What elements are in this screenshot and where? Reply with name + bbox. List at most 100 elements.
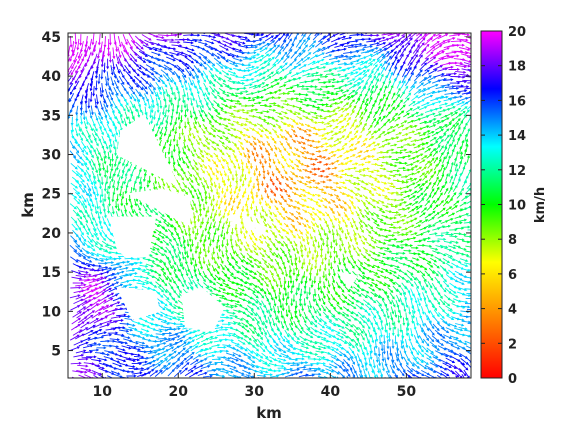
vector-arrow bbox=[219, 256, 224, 264]
vector-arrow bbox=[225, 217, 229, 225]
vector-arrow bbox=[104, 312, 116, 318]
vector-arrow bbox=[141, 34, 152, 41]
vector-arrow bbox=[92, 323, 103, 329]
vector-arrow bbox=[149, 82, 156, 91]
vector-arrow bbox=[81, 50, 87, 62]
vector-arrow bbox=[207, 259, 211, 267]
vector-arrow bbox=[107, 38, 110, 51]
vector-arrow bbox=[94, 98, 98, 109]
vector-arrow bbox=[144, 79, 152, 88]
vector-arrow bbox=[202, 270, 207, 279]
vector-arrow bbox=[107, 365, 117, 370]
vector-arrow bbox=[203, 135, 209, 141]
vector-arrow bbox=[76, 212, 83, 220]
vector-arrow bbox=[157, 112, 161, 121]
vector-arrow bbox=[189, 164, 195, 171]
vector-arrow bbox=[214, 74, 222, 81]
vector-arrow bbox=[163, 221, 170, 227]
vector-arrow bbox=[112, 59, 116, 70]
vector-arrow bbox=[73, 51, 79, 63]
vector-arrow bbox=[96, 227, 102, 236]
vector-arrow bbox=[149, 94, 155, 104]
y-tick-label: 30 bbox=[42, 148, 62, 164]
vector-arrow bbox=[229, 235, 233, 243]
vector-arrow bbox=[215, 200, 219, 207]
vector-arrow bbox=[180, 104, 184, 114]
vector-arrow bbox=[156, 238, 164, 244]
vector-arrow bbox=[133, 209, 138, 217]
vector-arrow bbox=[106, 186, 110, 195]
vector-arrow bbox=[221, 356, 231, 360]
vector-arrow bbox=[157, 304, 166, 311]
vector-arrow bbox=[246, 257, 253, 264]
vector-arrow bbox=[106, 58, 110, 70]
vector-arrow bbox=[215, 367, 226, 371]
vector-arrow bbox=[193, 264, 197, 273]
vector-arrow bbox=[99, 153, 104, 162]
vector-arrow bbox=[154, 176, 158, 185]
vector-arrow bbox=[245, 134, 251, 139]
vector-arrow bbox=[246, 210, 250, 218]
vector-arrow bbox=[103, 193, 107, 203]
vector-arrow bbox=[176, 335, 186, 341]
vector-arrow bbox=[251, 297, 259, 304]
vector-arrow bbox=[198, 162, 203, 168]
vector-arrow bbox=[128, 86, 136, 95]
vector-arrow bbox=[212, 215, 216, 223]
vector-arrow bbox=[182, 241, 187, 250]
vector-arrow bbox=[205, 156, 211, 162]
vector-arrow bbox=[240, 90, 249, 93]
vector-arrow bbox=[86, 235, 93, 243]
vector-arrow bbox=[71, 276, 83, 281]
vector-arrow bbox=[171, 364, 180, 372]
vector-arrow bbox=[90, 212, 95, 221]
vector-arrow bbox=[79, 34, 83, 46]
vector-arrow bbox=[245, 162, 249, 170]
vector-arrow bbox=[181, 74, 187, 84]
vector-arrow bbox=[153, 235, 161, 240]
vector-arrow bbox=[167, 156, 171, 165]
vector-arrow bbox=[205, 35, 217, 39]
vector-arrow bbox=[219, 97, 227, 102]
vector-arrow bbox=[253, 356, 262, 363]
vector-arrow bbox=[240, 345, 248, 352]
vector-arrow bbox=[107, 191, 111, 201]
vector-arrow bbox=[156, 347, 166, 352]
vector-arrow bbox=[171, 124, 175, 132]
vector-arrow bbox=[129, 53, 138, 63]
vector-arrow bbox=[80, 273, 92, 277]
vector-arrow bbox=[242, 111, 250, 115]
vector-arrow bbox=[225, 299, 234, 303]
vector-arrow bbox=[158, 364, 167, 372]
vector-arrow bbox=[241, 180, 245, 187]
vector-arrow bbox=[80, 262, 91, 267]
vector-arrow bbox=[120, 198, 124, 207]
vector-arrow bbox=[213, 88, 220, 95]
vector-arrow bbox=[187, 365, 197, 372]
vector-arrow bbox=[155, 81, 162, 90]
vector-arrow bbox=[69, 50, 75, 62]
vector-arrow bbox=[256, 111, 264, 115]
vector-arrow bbox=[80, 308, 90, 316]
vector-arrow bbox=[147, 258, 156, 263]
vector-arrow bbox=[129, 106, 134, 115]
vector-arrow bbox=[161, 86, 166, 95]
vector-arrow bbox=[138, 176, 142, 185]
vector-arrow bbox=[236, 75, 246, 79]
vector-arrow bbox=[247, 181, 251, 188]
vector-arrow bbox=[248, 288, 256, 294]
vector-arrow bbox=[112, 68, 117, 79]
vector-arrow bbox=[163, 141, 167, 150]
vector-arrow bbox=[217, 294, 225, 298]
vector-arrow bbox=[234, 303, 243, 307]
vector-arrow bbox=[197, 94, 202, 104]
vector-arrow bbox=[99, 41, 103, 54]
vector-arrow bbox=[155, 129, 159, 138]
vector-arrow bbox=[104, 292, 115, 299]
vector-arrow bbox=[74, 232, 82, 241]
vector-arrow bbox=[158, 64, 168, 70]
vector-arrow bbox=[191, 92, 196, 102]
vector-arrow bbox=[230, 294, 239, 298]
vector-arrow bbox=[250, 230, 255, 237]
vector-arrow bbox=[243, 245, 248, 252]
